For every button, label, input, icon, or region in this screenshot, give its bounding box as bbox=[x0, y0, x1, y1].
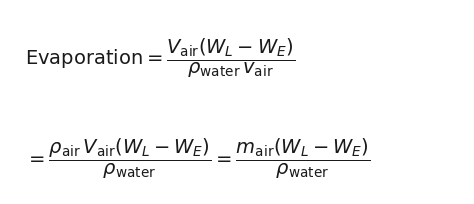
Text: $= \dfrac{\rho_{\mathrm{air}}\, V_{\mathrm{air}}\left(W_L - W_E\right)}{\rho_{\m: $= \dfrac{\rho_{\mathrm{air}}\, V_{\math… bbox=[25, 136, 370, 180]
Text: $\mathrm{Evaporation} = \dfrac{V_{\mathrm{air}}\left(W_L - W_E\right)}{\rho_{\ma: $\mathrm{Evaporation} = \dfrac{V_{\mathr… bbox=[25, 36, 295, 79]
